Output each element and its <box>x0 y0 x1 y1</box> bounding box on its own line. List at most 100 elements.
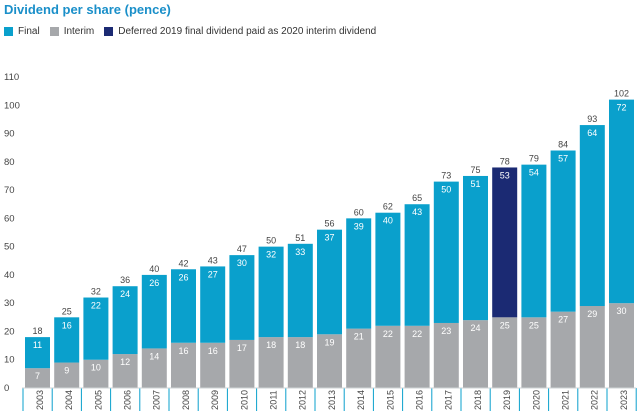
legend-swatch-final <box>4 26 13 36</box>
label-final-2004: 16 <box>62 320 72 330</box>
label-final-2015: 40 <box>383 216 393 226</box>
x-tick-label-2022: 2022 <box>590 390 600 410</box>
x-tick-label-2008: 2008 <box>181 390 191 410</box>
bar-interim-2020 <box>521 317 547 388</box>
label-final-2005: 22 <box>91 301 101 311</box>
label-total-2011: 50 <box>266 236 276 246</box>
bar-interim-2023 <box>609 303 634 388</box>
label-final-2023: 72 <box>616 103 626 113</box>
label-final-2011: 32 <box>266 250 276 260</box>
bar-interim-2016 <box>404 325 430 388</box>
label-total-2015: 62 <box>383 202 393 212</box>
label-final-2012: 33 <box>295 247 305 257</box>
legend-item-interim: Interim <box>49 25 95 37</box>
label-total-2017: 73 <box>441 171 451 181</box>
bar-interim-2010 <box>229 339 255 388</box>
bar-interim-2007 <box>141 348 167 388</box>
bar-final-2015 <box>375 212 401 326</box>
x-tick-label-2017: 2017 <box>444 390 454 410</box>
y-tick-label: 90 <box>4 129 15 140</box>
bar-interim-2008 <box>171 342 196 388</box>
legend-item-final: Final <box>4 26 40 37</box>
x-tick-label-2011: 2011 <box>268 390 278 409</box>
label-total-2013: 56 <box>324 219 334 229</box>
label-final-2003: 11 <box>33 340 42 350</box>
label-total-2014: 60 <box>354 207 364 217</box>
bar-final-2010 <box>229 255 255 340</box>
x-tick-label-2018: 2018 <box>473 390 483 410</box>
label-final-2008: 26 <box>178 272 188 282</box>
label-interim-2011: 18 <box>266 340 276 350</box>
label-interim-2015: 22 <box>383 329 393 339</box>
label-final-2021: 57 <box>558 154 568 164</box>
x-tick-label-2012: 2012 <box>298 390 308 410</box>
y-tick-label: 40 <box>4 270 15 281</box>
bar-final-2017 <box>433 181 459 323</box>
bar-interim-2019 <box>492 317 518 388</box>
x-tick-label-2021: 2021 <box>560 390 570 410</box>
label-total-2019: 78 <box>500 156 510 166</box>
bar-final-2014 <box>346 218 372 329</box>
label-final-2007: 26 <box>149 278 159 288</box>
x-tick-label-2023: 2023 <box>619 390 629 410</box>
label-final-2016: 43 <box>412 207 422 217</box>
bar-interim-2011 <box>258 337 284 388</box>
label-interim-2014: 21 <box>354 332 364 342</box>
x-tick-label-2019: 2019 <box>502 390 512 410</box>
legend-label-interim: Interim <box>63 25 95 37</box>
bar-interim-2012 <box>287 337 313 388</box>
bar-interim-2004 <box>54 362 80 388</box>
y-tick-label: 100 <box>4 100 20 111</box>
label-interim-2006: 12 <box>120 357 130 367</box>
bar-interim-2021 <box>550 311 576 388</box>
bar-final-2007 <box>141 274 167 349</box>
label-total-2021: 84 <box>558 140 568 150</box>
bar-final-2019 <box>492 167 518 318</box>
bar-interim-2014 <box>346 328 372 388</box>
label-final-2014: 39 <box>354 221 364 231</box>
bar-final-2020 <box>521 164 547 318</box>
x-tick-label-2010: 2010 <box>239 390 249 410</box>
label-interim-2005: 10 <box>91 363 101 373</box>
legend: Final Interim Deferred 2019 final divide… <box>4 23 386 39</box>
x-tick-label-2004: 2004 <box>64 390 74 410</box>
legend-label-final: Final <box>18 25 40 37</box>
bar-interim-2015 <box>375 325 401 388</box>
label-interim-2012: 18 <box>295 340 305 350</box>
label-interim-2022: 29 <box>587 309 597 319</box>
chart-title: Dividend per share (pence) <box>4 2 171 17</box>
bar-final-2003 <box>25 337 50 369</box>
x-tick-label-2009: 2009 <box>210 390 220 410</box>
label-interim-2013: 19 <box>324 337 334 347</box>
bar-interim-2013 <box>317 334 342 388</box>
label-total-2005: 32 <box>91 287 101 297</box>
label-interim-2003: 7 <box>35 371 40 381</box>
x-tick-label-2013: 2013 <box>327 390 337 410</box>
y-tick-label: 10 <box>4 355 15 366</box>
label-interim-2008: 16 <box>178 346 188 356</box>
y-tick-label: 30 <box>4 298 15 309</box>
y-tick-label: 20 <box>4 326 15 337</box>
bar-final-2005 <box>83 297 109 360</box>
label-total-2010: 47 <box>237 244 247 254</box>
label-final-2006: 24 <box>120 289 130 299</box>
label-final-2013: 37 <box>324 233 334 243</box>
label-final-2019: 53 <box>500 170 510 180</box>
legend-label-deferred: Deferred 2019 final dividend paid as 202… <box>118 25 377 37</box>
bar-interim-2018 <box>463 320 488 388</box>
x-tick-label-2003: 2003 <box>35 390 45 410</box>
x-tick-label-2020: 2020 <box>531 390 541 410</box>
label-interim-2021: 27 <box>558 315 568 325</box>
label-interim-2018: 24 <box>470 323 480 333</box>
bar-final-2021 <box>550 150 576 312</box>
label-interim-2004: 9 <box>64 366 69 376</box>
bar-interim-2003 <box>25 368 50 388</box>
label-total-2018: 75 <box>470 165 480 175</box>
label-total-2022: 93 <box>587 114 597 124</box>
x-tick-label-2007: 2007 <box>152 390 162 410</box>
y-tick-label: 70 <box>4 185 15 196</box>
label-final-2018: 51 <box>470 179 480 189</box>
label-total-2007: 40 <box>149 264 159 274</box>
bar-final-2008 <box>171 269 196 343</box>
